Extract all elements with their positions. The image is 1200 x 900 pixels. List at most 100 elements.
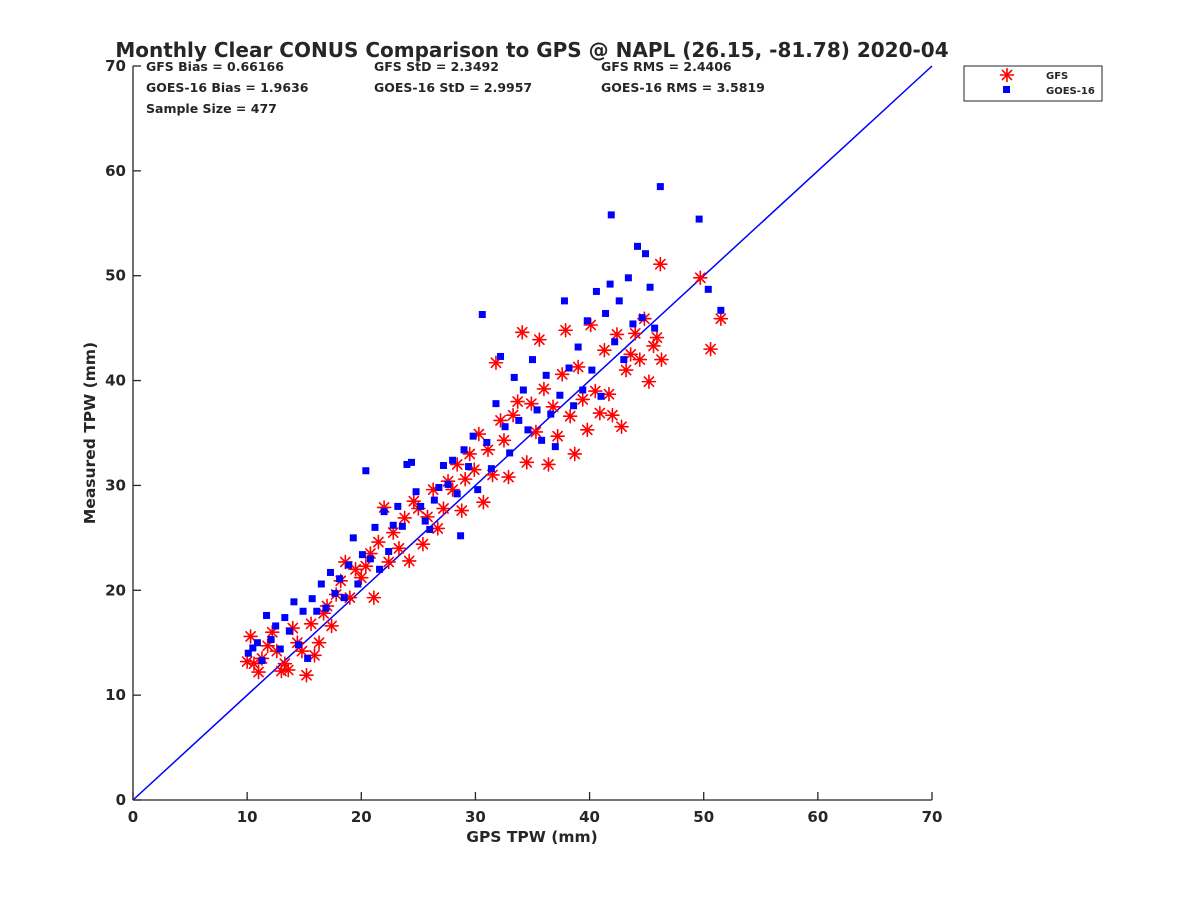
goes16-point [272, 622, 280, 630]
gfs-point [476, 494, 491, 510]
gfs-point [605, 407, 620, 423]
goes16-point [430, 496, 438, 504]
goes16-point [267, 636, 275, 644]
goes16-point [258, 657, 266, 665]
goes16-point [366, 555, 374, 563]
gfs-point [554, 366, 570, 382]
legend-box [963, 65, 1103, 102]
goes16-point [421, 517, 429, 525]
gfs-point [401, 553, 417, 569]
x-tick-label: 60 [807, 808, 828, 826]
gfs-point [430, 521, 446, 536]
gfs-point [649, 330, 665, 345]
gfs-point [406, 493, 422, 509]
goes16-point [583, 317, 591, 325]
goes16-point [506, 449, 514, 457]
goes16-point [380, 508, 388, 516]
goes16-point [606, 280, 614, 288]
stat-goes16-rms: GOES-16 RMS = 3.5819 [601, 80, 765, 95]
y-tick-label: 0 [116, 791, 126, 809]
goes16-point [529, 356, 536, 364]
goes16-point [253, 639, 261, 647]
gfs-point [488, 355, 504, 371]
goes16-point [263, 611, 271, 619]
gfs-point [575, 392, 591, 407]
gfs-point [303, 616, 319, 632]
gfs-point [311, 635, 327, 651]
goes16-point [439, 462, 447, 470]
goes16-point [542, 371, 550, 379]
goes16-point [611, 338, 619, 346]
legend-goes16-marker [1003, 86, 1010, 93]
gfs-point [454, 503, 470, 518]
goes16-point [515, 416, 523, 424]
goes16-point [497, 352, 505, 360]
gfs-point [391, 541, 407, 556]
goes16-point [501, 423, 509, 431]
y-axis-label: Measured TPW (mm) [81, 342, 99, 524]
goes16-point [281, 614, 289, 622]
goes16-point [394, 502, 402, 510]
goes16-point [295, 641, 303, 649]
gfs-point [703, 341, 718, 357]
gfs-point [299, 667, 314, 683]
y-tick-label: 60 [105, 162, 126, 180]
goes16-point [453, 490, 461, 498]
gfs-point [251, 664, 266, 680]
y-tick-label: 40 [105, 372, 126, 390]
gfs-point [558, 322, 573, 338]
y-tick-label: 20 [105, 581, 126, 599]
gfs-point [436, 501, 451, 516]
goes16-point [340, 594, 348, 602]
gfs-point [496, 433, 512, 448]
goes16-point [588, 366, 596, 374]
x-axis-label: GPS TPW (mm) [466, 828, 598, 846]
goes16-point [717, 306, 725, 314]
stat-sample-size: Sample Size = 477 [146, 101, 277, 116]
gfs-point [601, 386, 617, 402]
goes16-point [607, 211, 615, 219]
gfs-point [536, 381, 552, 397]
goes16-point [519, 386, 527, 394]
y-tick-label: 10 [105, 686, 126, 704]
goes16-point [524, 426, 532, 434]
gfs-point [592, 405, 608, 421]
gfs-point [501, 469, 516, 485]
goes16-point [435, 484, 443, 492]
goes16-point [634, 242, 642, 250]
goes16-point [313, 607, 321, 615]
goes16-point [656, 183, 664, 191]
goes16-point [408, 458, 416, 466]
gfs-point [528, 424, 544, 440]
gfs-point [457, 471, 473, 487]
x-tick-label: 30 [465, 808, 486, 826]
stats-block: GFS Bias = 0.66166 GFS StD = 2.3492 GFS … [146, 59, 765, 116]
goes16-point [389, 521, 397, 529]
goes16-point [704, 285, 712, 293]
goes16-point [629, 320, 637, 328]
goes16-point [646, 283, 654, 291]
goes16-point [317, 580, 325, 588]
gfs-point [692, 270, 708, 286]
goes16-point [276, 645, 284, 653]
goes16-point [304, 654, 312, 662]
goes16-point [460, 446, 468, 454]
series-gfs [239, 256, 729, 683]
goes16-point [336, 575, 344, 583]
gfs-point [713, 311, 729, 327]
goes16-point [624, 274, 632, 282]
gfs-point [381, 554, 396, 570]
gfs-point [632, 352, 648, 367]
x-tick-label: 70 [922, 808, 943, 826]
goes16-point [483, 438, 491, 446]
gfs-point [641, 374, 657, 389]
x-tick-label: 0 [128, 808, 138, 826]
gfs-point [532, 332, 547, 347]
gfs-point [519, 455, 535, 470]
goes16-point [551, 443, 559, 451]
gfs-point [514, 325, 530, 340]
gfs-point [653, 256, 668, 272]
goes16-point [547, 410, 555, 418]
gfs-point [397, 510, 412, 526]
